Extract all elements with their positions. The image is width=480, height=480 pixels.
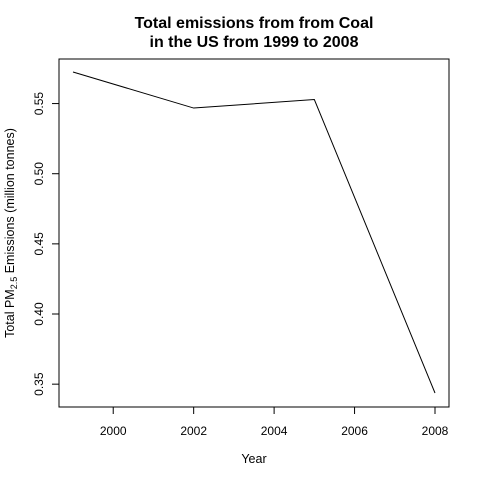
y-axis: 0.35 0.40 0.45 0.50 0.55: [32, 92, 60, 396]
y-axis-title-subscript: 2.5: [9, 277, 19, 290]
y-tick-label: 0.50: [32, 162, 46, 186]
x-axis: 2000 2002 2004 2006 2008: [100, 406, 449, 438]
plot-frame: [58, 58, 450, 408]
x-tick-label: 2006: [341, 424, 368, 438]
x-tick-label: 2000: [100, 424, 127, 438]
series-layer: [72, 71, 436, 394]
x-tick-label: 2002: [180, 424, 207, 438]
x-axis-title: Year: [241, 452, 266, 466]
x-tick-label: 2004: [261, 424, 288, 438]
y-axis-title-suffix: Emissions (million tonnes): [3, 128, 17, 277]
y-tick-label: 0.45: [32, 232, 46, 256]
y-axis-title: Total PM2.5 Emissions (million tonnes): [3, 128, 19, 338]
chart-title-line-2: in the US from 1999 to 2008: [150, 34, 359, 51]
y-tick-label: 0.35: [32, 372, 46, 396]
series-line: [72, 71, 436, 394]
y-axis-title-prefix: Total PM: [3, 289, 17, 338]
y-tick-label: 0.40: [32, 302, 46, 326]
chart-title-line-1: Total emissions from from Coal: [135, 15, 374, 32]
x-tick-label: 2008: [422, 424, 449, 438]
y-tick-label: 0.55: [32, 92, 46, 116]
